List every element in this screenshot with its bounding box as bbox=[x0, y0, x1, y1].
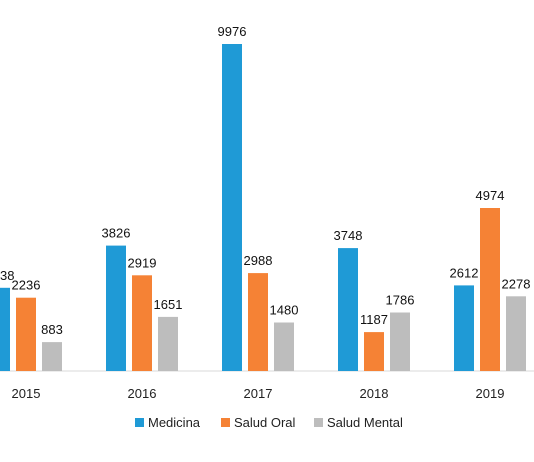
legend-swatch bbox=[314, 418, 323, 427]
bar-salud-mental-2015 bbox=[42, 342, 62, 371]
bar-medicina-2018 bbox=[338, 248, 358, 371]
legend-label: Salud Mental bbox=[327, 415, 403, 430]
data-label: 3748 bbox=[334, 228, 363, 243]
data-label: 2538 bbox=[0, 268, 14, 283]
bars-group bbox=[0, 44, 526, 371]
legend-swatch bbox=[135, 418, 144, 427]
data-label: 2612 bbox=[450, 265, 479, 280]
data-label: 1786 bbox=[386, 293, 415, 308]
x-tick-label: 2015 bbox=[12, 386, 41, 401]
legend: Medicina Salud Oral Salud Mental bbox=[135, 415, 403, 430]
legend-label: Salud Oral bbox=[234, 415, 296, 430]
bar-salud-oral-2016 bbox=[132, 275, 152, 371]
data-label: 2919 bbox=[128, 255, 157, 270]
bar-salud-oral-2015 bbox=[16, 297, 36, 371]
bar-salud-mental-2018 bbox=[390, 312, 410, 371]
legend-swatch bbox=[221, 418, 230, 427]
bar-salud-oral-2017 bbox=[248, 273, 268, 371]
data-label: 883 bbox=[41, 322, 63, 337]
data-label: 3826 bbox=[102, 226, 131, 241]
bar-salud-mental-2016 bbox=[158, 316, 178, 371]
data-label: 4974 bbox=[476, 188, 505, 203]
bar-medicina-2017 bbox=[222, 44, 242, 371]
data-labels-group: 2538 3826 9976 3748 2612 2236 2919 2988 1187 4974… bbox=[0, 24, 530, 337]
bar-salud-mental-2017 bbox=[274, 322, 294, 371]
data-label: 2236 bbox=[12, 278, 41, 293]
data-label: 1187 bbox=[360, 312, 388, 327]
data-label: 9976 bbox=[218, 24, 247, 39]
data-label: 2988 bbox=[244, 253, 273, 268]
x-tick-label: 2017 bbox=[244, 386, 273, 401]
bar-salud-oral-2019 bbox=[480, 208, 500, 371]
bar-salud-oral-2018 bbox=[364, 332, 384, 371]
x-tick-label: 2018 bbox=[360, 386, 389, 401]
x-tick-label: 2019 bbox=[476, 386, 505, 401]
bar-medicina-2019 bbox=[454, 285, 474, 371]
x-tick-labels-group: 2015 2016 2017 2018 2019 bbox=[12, 386, 505, 401]
data-label: 1651 bbox=[154, 297, 183, 312]
bar-medicina-2015 bbox=[0, 287, 10, 371]
bar-medicina-2016 bbox=[106, 245, 126, 371]
data-label: 1480 bbox=[270, 303, 299, 318]
x-tick-label: 2016 bbox=[128, 386, 157, 401]
data-label: 2278 bbox=[502, 276, 531, 291]
legend-label: Medicina bbox=[148, 415, 201, 430]
bar-salud-mental-2019 bbox=[506, 296, 526, 371]
